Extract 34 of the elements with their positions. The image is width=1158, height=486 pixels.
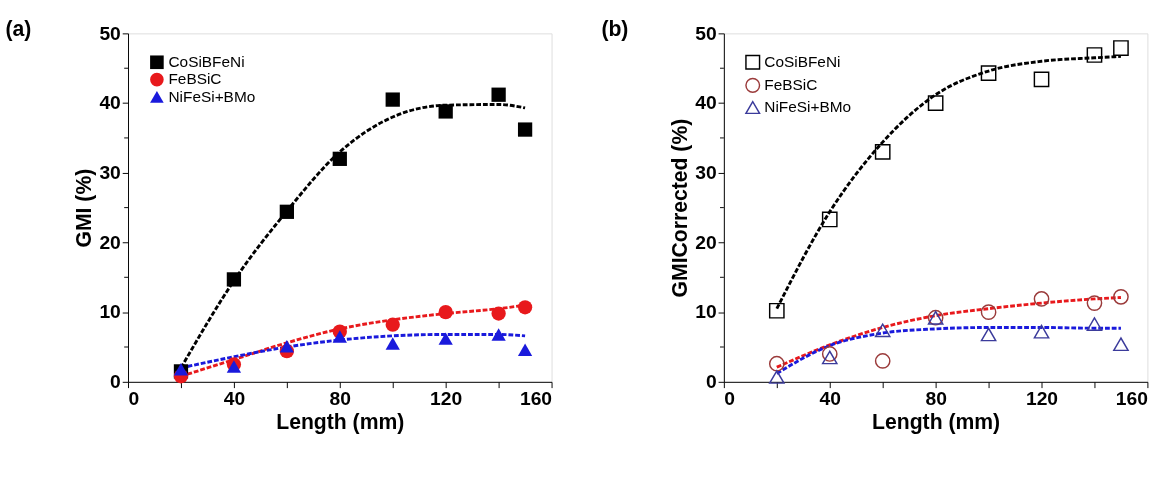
y-tick-label: 30 xyxy=(99,162,121,184)
legend-label: NiFeSi+BMo xyxy=(764,98,852,116)
x-tick-label: 120 xyxy=(430,388,463,410)
x-tick-label: 160 xyxy=(519,388,553,410)
x-tick-label: 80 xyxy=(925,388,947,410)
y-tick-label: 10 xyxy=(99,301,121,323)
y-axis-title: GMICorrected (%) xyxy=(667,118,692,298)
x-tick-label: 0 xyxy=(724,388,736,410)
y-tick-label: 10 xyxy=(695,301,717,323)
y-tick-label: 20 xyxy=(99,231,121,253)
legend-label: NiFeSi+BMo xyxy=(168,87,256,105)
y-tick-label: 0 xyxy=(705,371,717,393)
y-tick-label: 0 xyxy=(110,371,121,393)
x-tick-label: 80 xyxy=(329,388,351,410)
x-tick-label: 120 xyxy=(1025,388,1059,410)
chart-title: (b) xyxy=(601,17,629,42)
legend-label: FeBSiC xyxy=(168,70,222,88)
x-tick-label: 0 xyxy=(128,388,140,410)
x-tick-label: 160 xyxy=(1115,388,1148,410)
x-axis-title: Length (mm) xyxy=(276,410,405,435)
legend-label: FeBSiC xyxy=(764,76,818,94)
y-tick-label: 40 xyxy=(695,92,717,114)
y-tick-label: 30 xyxy=(695,162,717,184)
legend-label: CoSiBFeNi xyxy=(764,53,841,71)
x-tick-label: 40 xyxy=(819,388,841,410)
chart-title: (a) xyxy=(5,17,32,42)
y-tick-label: 40 xyxy=(99,92,121,114)
y-tick-label: 20 xyxy=(695,231,717,253)
x-tick-label: 40 xyxy=(223,388,246,410)
legend-label: CoSiBFeNi xyxy=(168,53,245,71)
y-axis-title: GMI (%) xyxy=(71,168,96,248)
x-axis-title: Length (mm) xyxy=(872,410,1001,435)
y-tick-label: 50 xyxy=(695,22,717,44)
y-tick-label: 50 xyxy=(99,22,121,44)
